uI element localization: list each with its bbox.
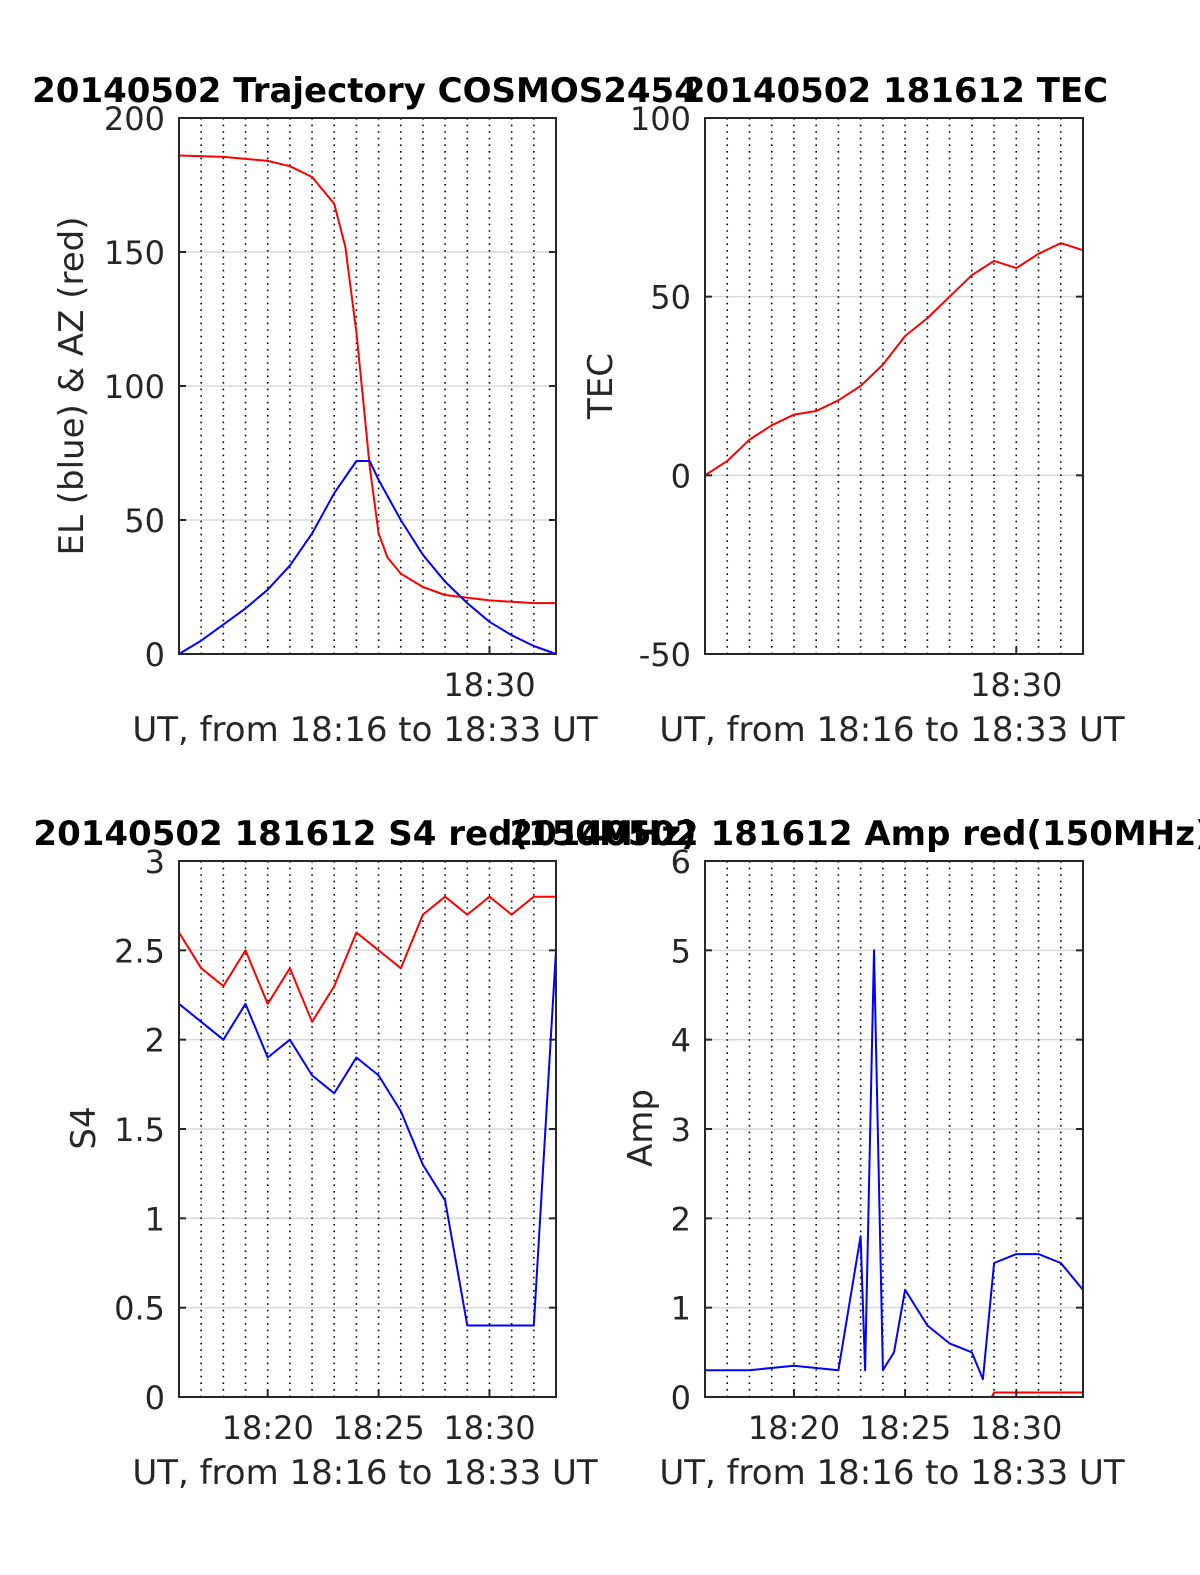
chart-title: 20140502 181612 Amp red(150MHz) xyxy=(509,814,1200,854)
chart-title: 20140502 181612 TEC xyxy=(682,71,1108,111)
x-tick-label: 18:20 xyxy=(748,1409,840,1447)
y-tick-label: 200 xyxy=(104,100,165,138)
y-tick-label: 0 xyxy=(145,1379,165,1417)
y-axis-label: S4 xyxy=(64,1106,104,1149)
x-tick-label: 18:30 xyxy=(443,666,535,704)
axes-box xyxy=(704,117,1084,655)
y-tick-label: 1.5 xyxy=(114,1111,165,1149)
y-axis-label: TEC xyxy=(581,353,621,420)
y-tick-label: 3 xyxy=(145,843,165,881)
y-tick-label: 2 xyxy=(145,1022,165,1060)
panel-amp: UT, from 18:16 to 18:33 UT Amp 0 1 2 3 4 5 6 18… xyxy=(509,814,1200,1493)
y-tick-label: 1 xyxy=(145,1200,165,1238)
x-axis-label: UT, from 18:16 to 18:33 UT xyxy=(659,1453,1125,1493)
y-tick-label: 4 xyxy=(671,1022,691,1060)
x-tick-label: 18:20 xyxy=(222,1409,314,1447)
y-tick-label: 0.5 xyxy=(114,1290,165,1328)
y-tick-label: 0 xyxy=(671,1379,691,1417)
x-tick-label: 18:25 xyxy=(859,1409,951,1447)
y-tick-label: -50 xyxy=(639,636,691,674)
y-axis-label: Amp xyxy=(621,1089,661,1167)
y-tick-label: 1 xyxy=(671,1290,691,1328)
plot-area xyxy=(705,118,1083,654)
x-axis-label: UT, from 18:16 to 18:33 UT xyxy=(132,710,598,750)
y-tick-label: 0 xyxy=(671,457,691,495)
y-tick-label: 0 xyxy=(145,636,165,674)
series-line-blue xyxy=(178,460,557,655)
y-tick-label: 3 xyxy=(671,1111,691,1149)
chart-title: 20140502 181612 S4 red(150MHz) xyxy=(33,814,696,854)
x-tick-label: 18:25 xyxy=(332,1409,424,1447)
panel-s4: UT, from 18:16 to 18:33 UT S4 0 0.5 1 1.5 2 2… xyxy=(33,814,696,1493)
y-tick-label: 50 xyxy=(650,279,691,317)
y-tick-label: 150 xyxy=(104,234,165,272)
chart-title: 20140502 Trajectory COSMOS2454 xyxy=(32,71,698,111)
y-tick-label: 50 xyxy=(124,502,165,540)
series-line-red xyxy=(178,154,556,605)
y-tick-label: 2.5 xyxy=(114,932,165,970)
series-line-blue xyxy=(178,950,557,1327)
series-line-red xyxy=(704,242,1084,477)
x-tick-label: 18:30 xyxy=(970,666,1062,704)
panel-trajectory: UT, from 18:16 to 18:33 UT EL (blue) & A… xyxy=(32,71,698,750)
x-tick-label: 18:30 xyxy=(970,1409,1062,1447)
y-tick-label: 6 xyxy=(671,843,691,881)
x-axis-label: UT, from 18:16 to 18:33 UT xyxy=(132,1453,598,1493)
panel-tec: UT, from 18:16 to 18:33 UT TEC -50 0 50 100… xyxy=(581,71,1125,750)
series-line-red xyxy=(178,895,556,1023)
x-tick-label: 18:30 xyxy=(443,1409,535,1447)
y-tick-label: 100 xyxy=(630,100,691,138)
y-tick-label: 5 xyxy=(671,932,691,970)
y-tick-label: 2 xyxy=(671,1200,691,1238)
x-axis-label: UT, from 18:16 to 18:33 UT xyxy=(659,710,1125,750)
series-line-blue xyxy=(705,949,1084,1381)
y-axis-label: EL (blue) & AZ (red) xyxy=(52,216,92,555)
y-tick-label: 100 xyxy=(104,368,165,406)
